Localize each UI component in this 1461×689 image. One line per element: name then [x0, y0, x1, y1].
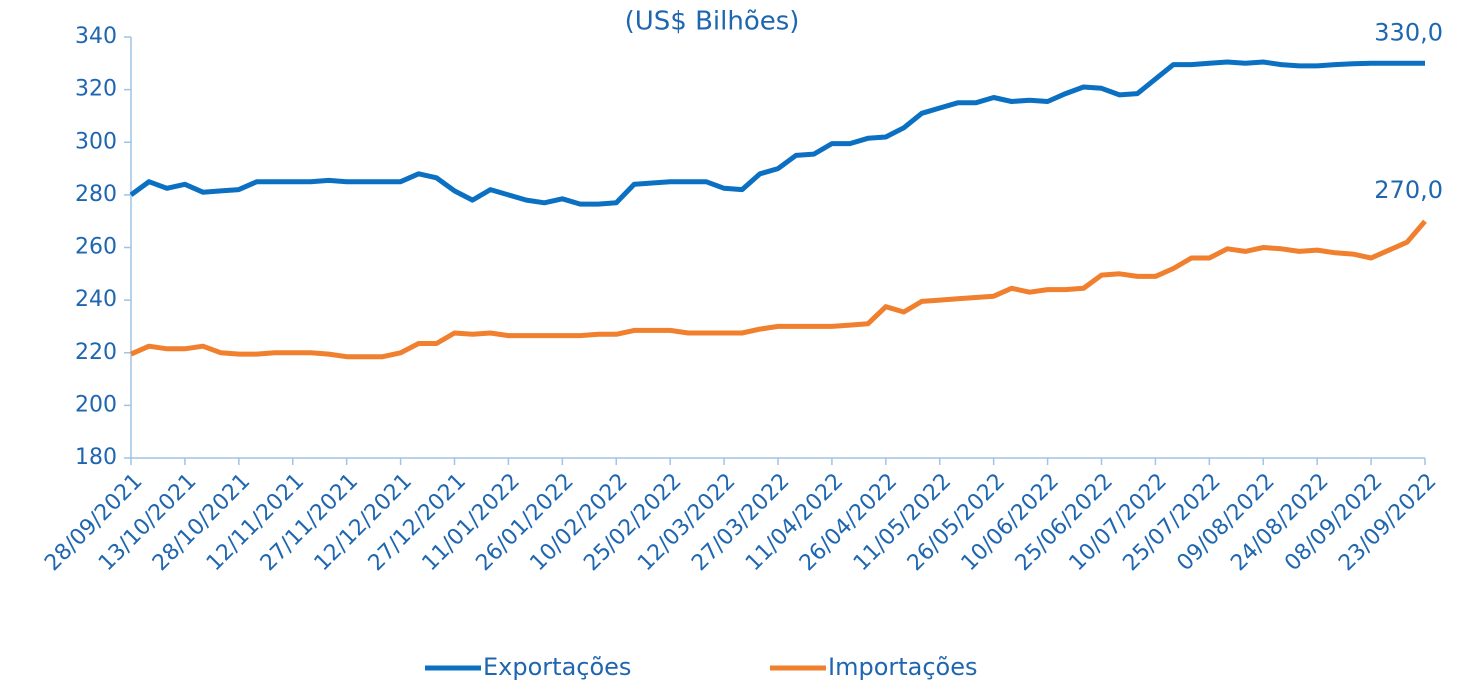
y-tick-label: 340 — [75, 24, 117, 49]
value-label: 330,0 — [1374, 18, 1443, 46]
y-tick-label: 280 — [75, 182, 117, 207]
value-label: 270,0 — [1374, 176, 1443, 204]
y-tick-label: 240 — [75, 287, 117, 312]
legend-label: Importações — [828, 653, 978, 681]
y-tick-label: 300 — [75, 129, 117, 154]
series-line — [129, 219, 1427, 360]
chart-title: (US$ Bilhões) — [625, 7, 800, 37]
y-tick-label: 200 — [75, 392, 117, 417]
series-line — [129, 59, 1425, 207]
y-tick-label: 320 — [75, 77, 117, 102]
y-tick-label: 260 — [75, 235, 117, 260]
legend-label: Exportações — [483, 653, 631, 681]
y-tick-label: 220 — [75, 340, 117, 365]
y-tick-label: 180 — [75, 445, 117, 470]
